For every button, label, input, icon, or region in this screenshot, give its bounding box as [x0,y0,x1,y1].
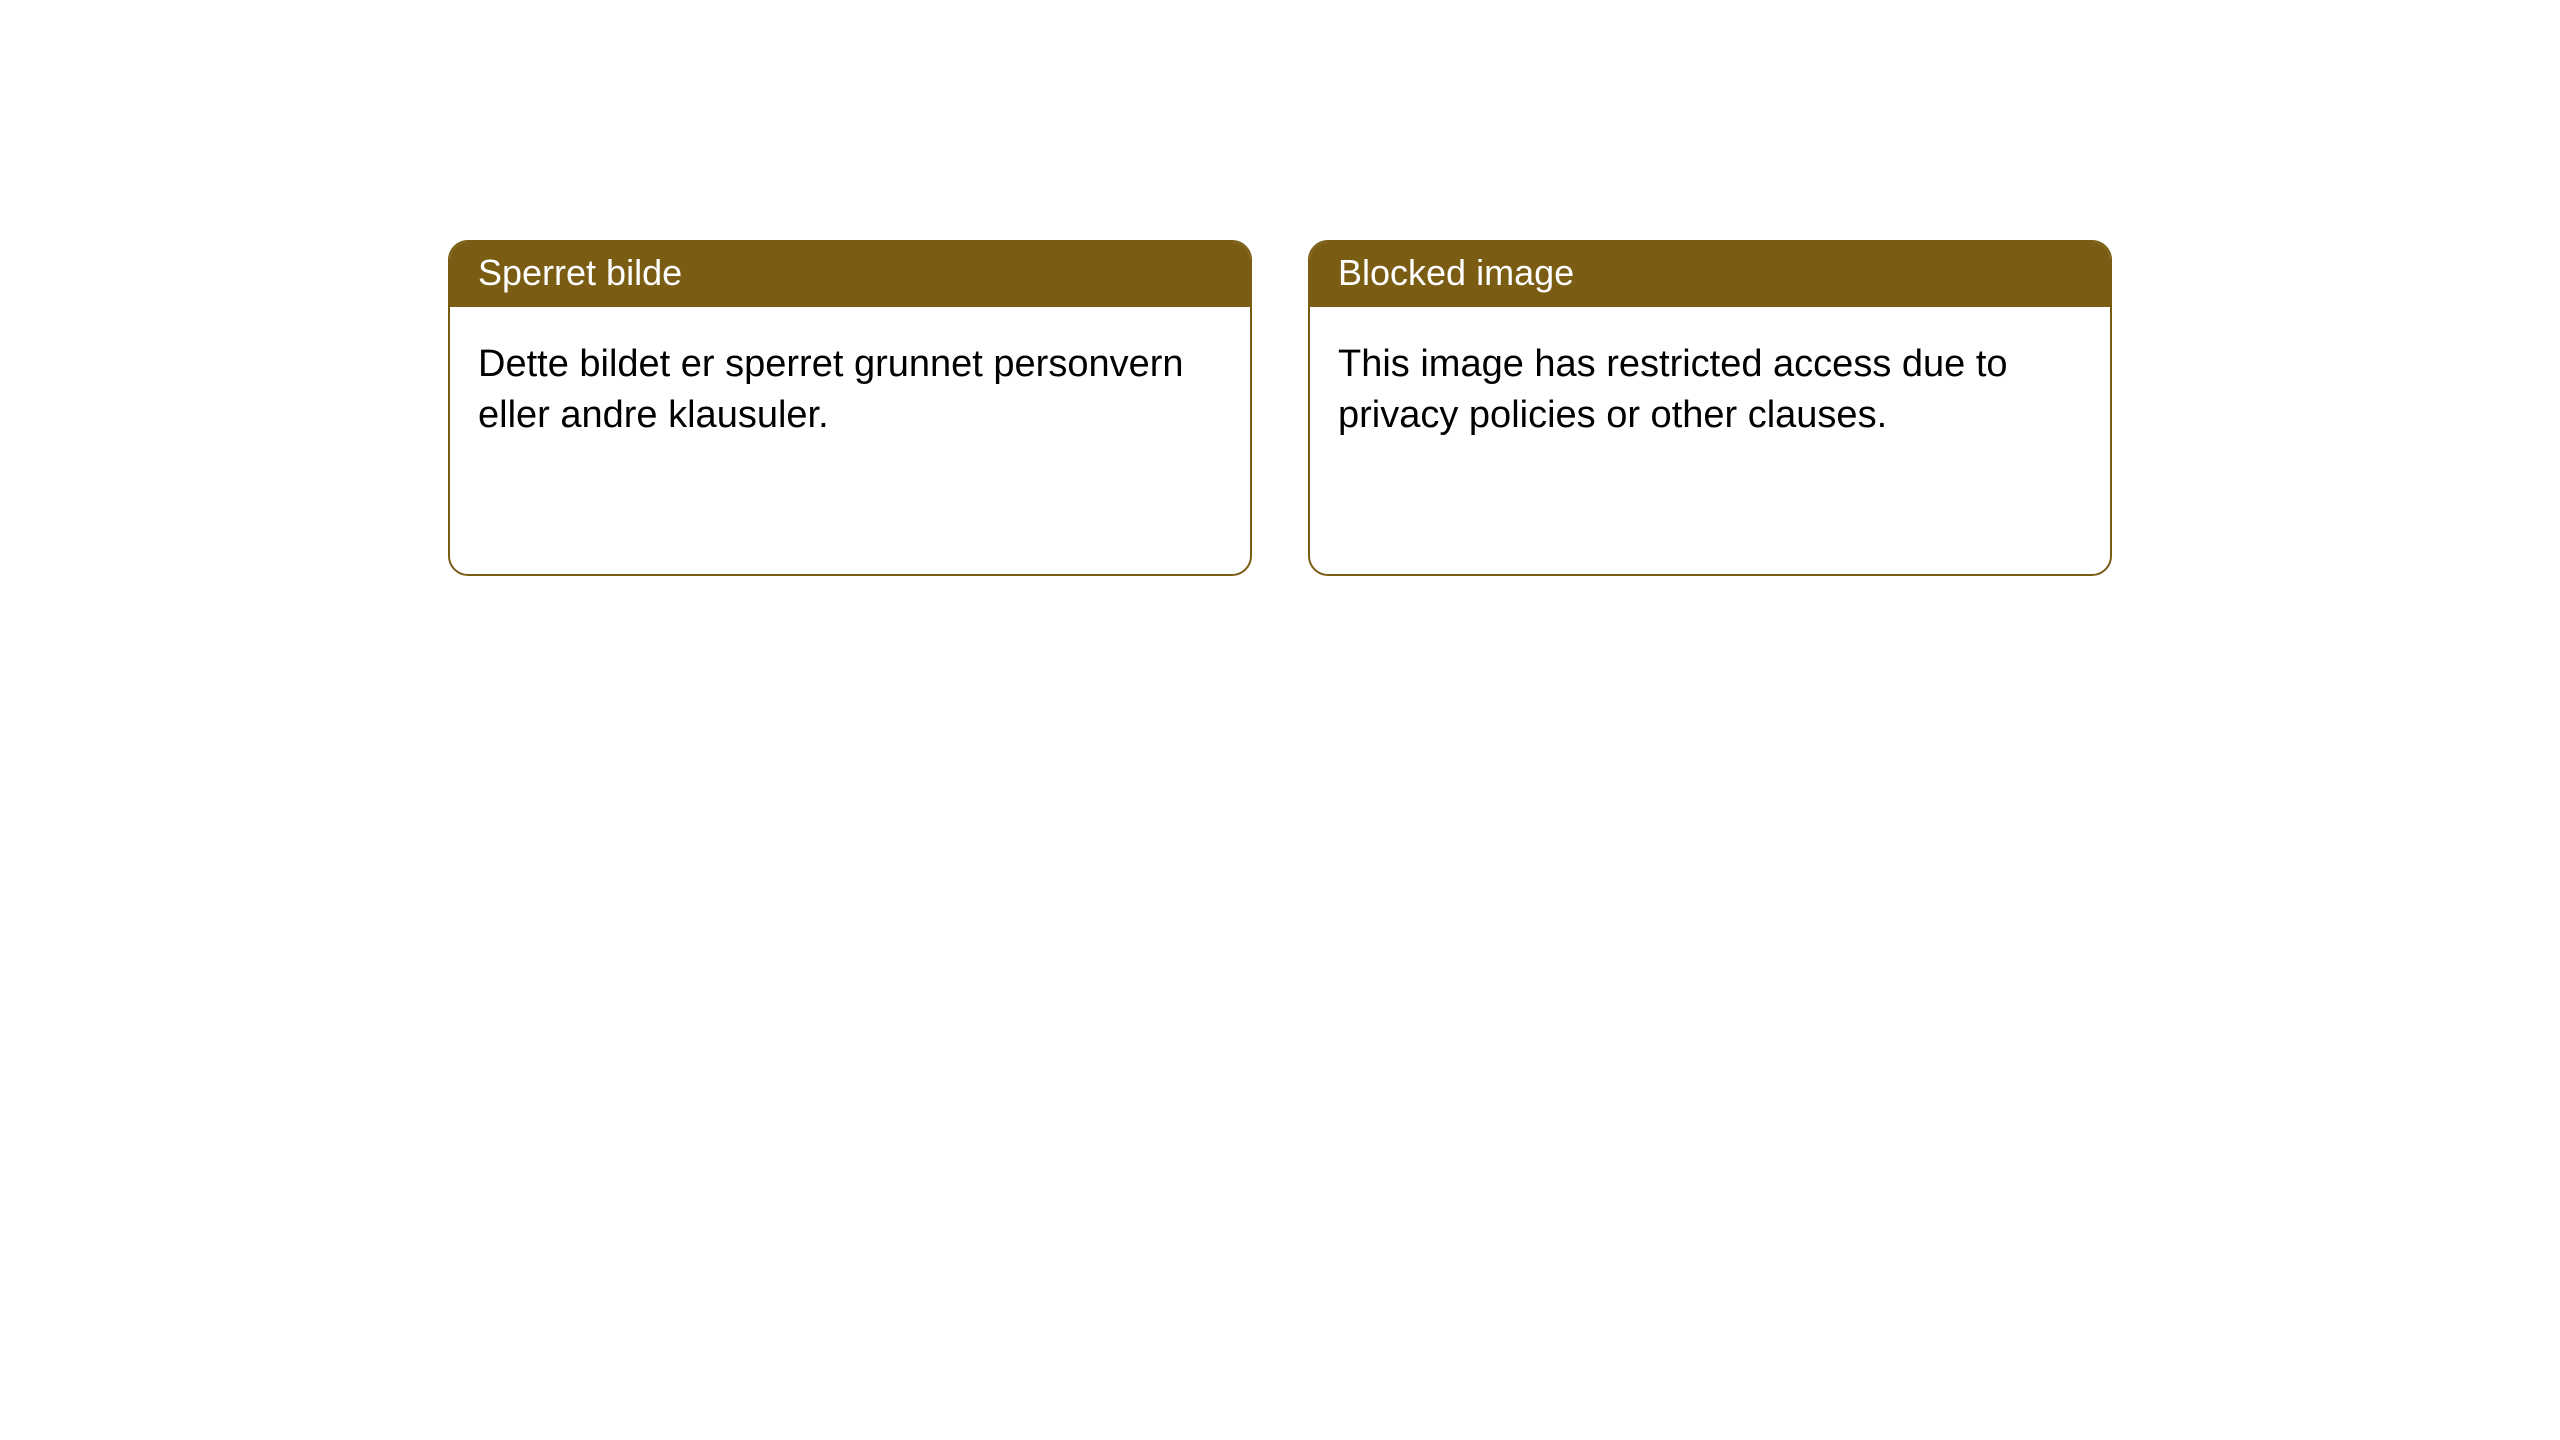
blocked-image-card-en: Blocked image This image has restricted … [1308,240,2112,576]
card-header: Blocked image [1310,242,2110,307]
card-body: Dette bildet er sperret grunnet personve… [450,307,1250,474]
cards-container: Sperret bilde Dette bildet er sperret gr… [0,0,2560,576]
card-header: Sperret bilde [450,242,1250,307]
card-body: This image has restricted access due to … [1310,307,2110,474]
blocked-image-card-no: Sperret bilde Dette bildet er sperret gr… [448,240,1252,576]
